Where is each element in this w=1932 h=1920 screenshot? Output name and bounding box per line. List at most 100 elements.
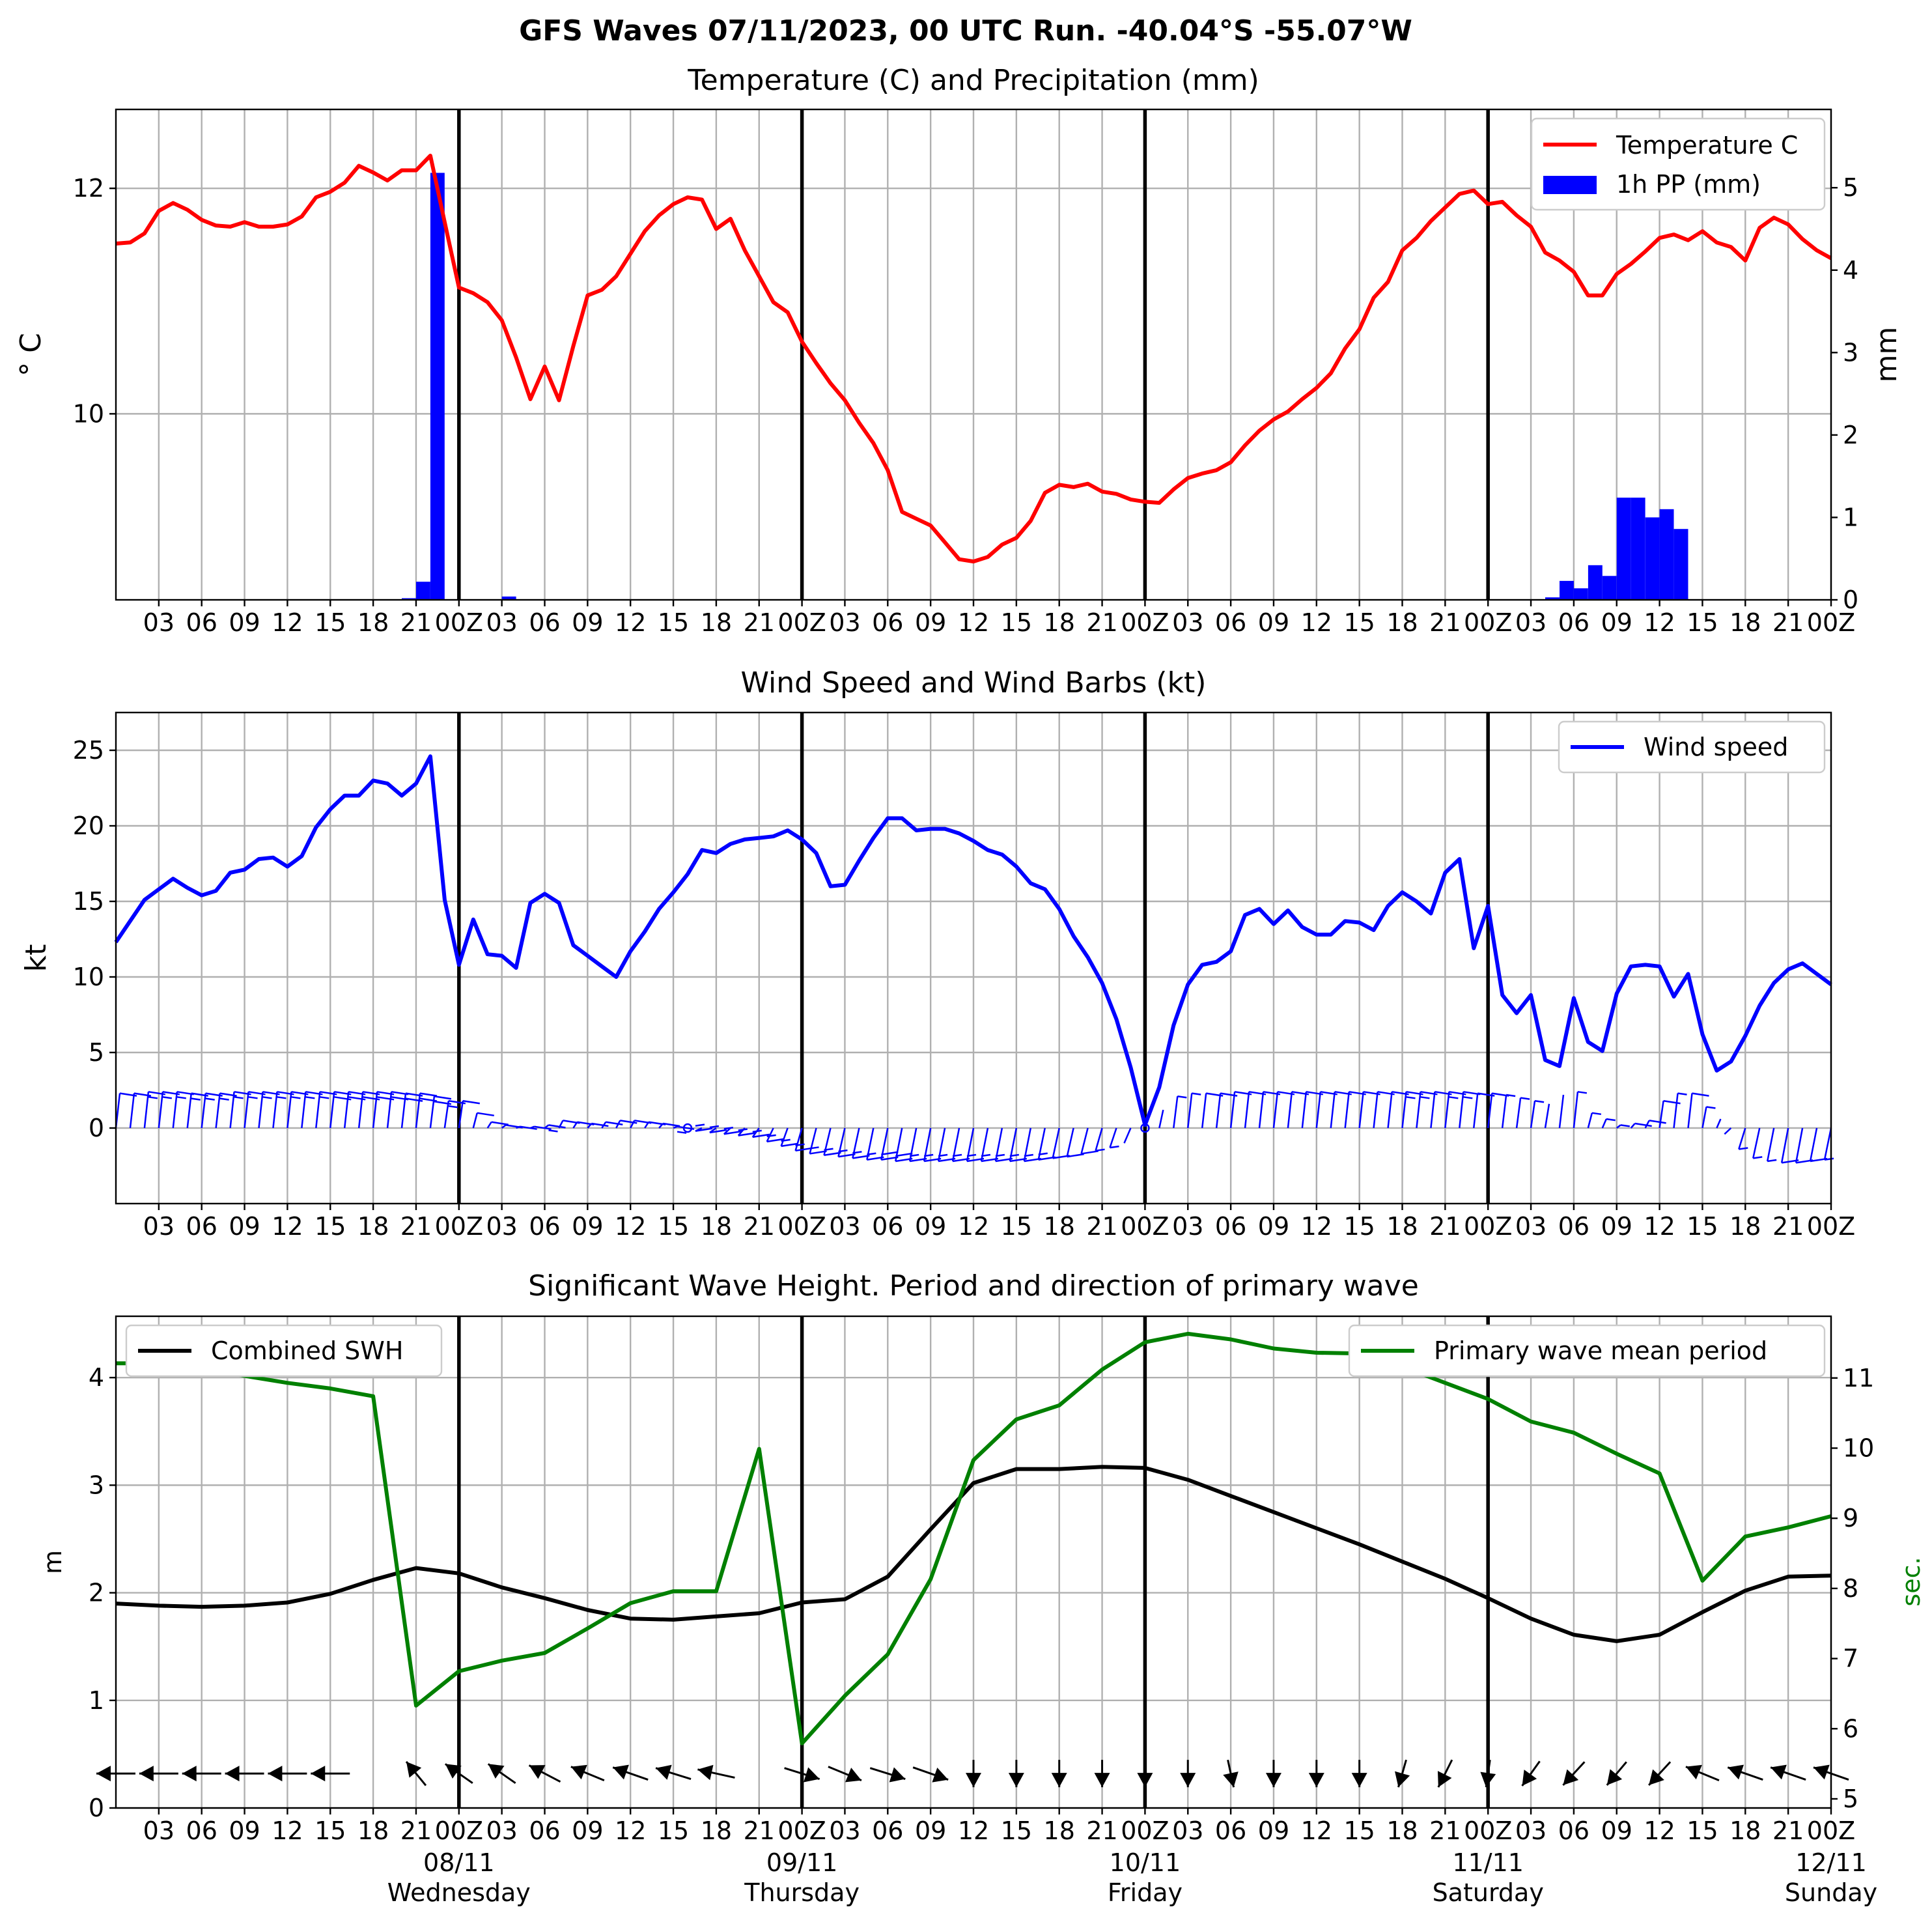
x-tick-label: 18 (1044, 1212, 1075, 1241)
wind-barb-half-feather (262, 1096, 272, 1099)
legend-label: Combined SWH (211, 1336, 403, 1365)
y-tick-label: 15 (73, 887, 104, 916)
x-tick-label: 18 (1729, 608, 1761, 637)
wind-barb-staff (315, 1092, 321, 1129)
wave-arrow-head (966, 1773, 981, 1788)
x-tick-label: 00Z (1807, 1816, 1855, 1845)
wind-barb-staff (544, 1124, 550, 1129)
wind-barb-half-feather (723, 1127, 734, 1130)
wind-barb-staff (558, 1120, 564, 1129)
wave-arrow-head (1351, 1773, 1367, 1788)
wave-arrow-head (225, 1766, 240, 1782)
x-tick-label: 09 (229, 1816, 260, 1845)
wind-barb-feather (881, 1156, 899, 1161)
wind-barb-half-feather (781, 1138, 791, 1142)
wind-barb-feather (1692, 1092, 1709, 1097)
wind-barb-staff (143, 1092, 150, 1129)
wind-barb-staff (1401, 1092, 1407, 1129)
wind-barb-feather (1663, 1100, 1681, 1105)
x-tick-label: 09 (572, 1816, 603, 1845)
precip-bar (1588, 565, 1603, 600)
wave-arrow-head (406, 1761, 422, 1778)
wave-arrow-head (804, 1767, 820, 1783)
x-tick-label: 06 (1558, 608, 1589, 637)
wave-direction-arrow (1770, 1764, 1806, 1781)
wave-direction-arrow (1562, 1761, 1586, 1786)
x-tick-label: 21 (1772, 1212, 1804, 1241)
wind-barb-staff (1716, 1118, 1722, 1129)
wind-barb-staff (1330, 1092, 1336, 1129)
wave-arrow-head (445, 1764, 462, 1779)
wave-arrow-head (1308, 1773, 1324, 1788)
wave-direction-arrow (1180, 1760, 1196, 1788)
x-tick-label: 21 (400, 608, 432, 637)
wind-barb-staff (1459, 1092, 1464, 1129)
wave-direction-arrow (612, 1764, 649, 1781)
wave-direction-arrow (912, 1766, 949, 1783)
x-tick-label: 18 (701, 1816, 732, 1845)
wind-barb-staff (766, 1127, 774, 1142)
wind-barb-staff (587, 1123, 593, 1129)
x-tick-label: 03 (486, 1816, 517, 1845)
wind-barb-staff (1501, 1094, 1507, 1129)
x-tick-label: 03 (143, 608, 175, 637)
wind-barb (601, 1121, 623, 1129)
wind-barb-feather (520, 1125, 537, 1130)
wave-direction-arrow (1395, 1759, 1410, 1788)
wind-barb-half-feather (277, 1096, 287, 1099)
wind-barb-feather (766, 1138, 784, 1143)
temperature-panel: Temperature (C) and Precipitation (mm)10… (14, 64, 1903, 637)
x-tick-label: 03 (143, 1212, 175, 1241)
wind-barb-staff (229, 1092, 235, 1129)
wind-barb-half-feather (910, 1153, 919, 1157)
y-tick-label: 10 (73, 399, 104, 428)
wind-barb-staff (723, 1127, 731, 1135)
x-tick-label: 09 (1601, 1816, 1632, 1845)
wave-direction-arrow (966, 1760, 981, 1788)
wind-barb-staff (809, 1127, 817, 1154)
precip-bar (1659, 509, 1674, 600)
y-tick-label: 4 (89, 1363, 104, 1392)
wave-arrow-head (1008, 1773, 1024, 1788)
x-tick-label: 18 (1044, 608, 1075, 637)
wave-arrow-head (697, 1764, 714, 1781)
x-tick-label: 12 (272, 1816, 303, 1845)
x-tick-label: 03 (1172, 1816, 1203, 1845)
wind-barb-staff (301, 1092, 307, 1129)
wind-barb (1515, 1097, 1530, 1129)
precip-bar (1616, 498, 1631, 600)
wave-direction-arrow (869, 1767, 906, 1783)
wave-direction-arrow (1223, 1759, 1239, 1788)
x-tick-label: 06 (529, 1212, 560, 1241)
legend-swh: Combined SWH (125, 1324, 443, 1377)
x-tick-label: 03 (1515, 1816, 1547, 1845)
x-tick-label: 03 (1172, 608, 1203, 637)
wave-direction-arrow (1480, 1759, 1496, 1788)
wind-barb-staff (415, 1093, 421, 1129)
precip-bar (501, 596, 516, 600)
wind-barb-staff (1258, 1092, 1265, 1129)
y2-tick-label: 1 (1843, 503, 1858, 531)
wave-direction-arrow (697, 1764, 735, 1781)
wind-panel: Wind Speed and Wind Barbs (kt) 0 5 10 15 20 25… (20, 666, 1855, 1241)
wind-barb-staff (1659, 1101, 1664, 1129)
x-tick-label: 21 (400, 1816, 432, 1845)
wave-arrow-head (889, 1767, 906, 1783)
y-tick-label: 0 (89, 1114, 104, 1142)
x-tick-label: 00Z (1121, 608, 1169, 637)
x-tick-label: 12 (272, 608, 303, 637)
x-tick-label: 06 (529, 608, 560, 637)
y2-tick-label: 10 (1843, 1433, 1874, 1462)
x-tick-label: 15 (1001, 1816, 1032, 1845)
wind-barb-calm (1140, 1123, 1150, 1133)
wave-direction-arrow (139, 1766, 178, 1782)
wave-direction-arrow (1094, 1760, 1110, 1788)
x-tick-label: 15 (1343, 1212, 1375, 1241)
wind-barb (837, 1127, 856, 1158)
wind-barb-half-feather (234, 1096, 244, 1099)
wind-barb (1766, 1127, 1777, 1163)
wave-arrow-head (613, 1764, 629, 1780)
x-tick-label: 12 (1644, 1816, 1675, 1845)
x-tick-label: 12 (1301, 608, 1332, 637)
wind-barb-half-feather (852, 1151, 862, 1154)
